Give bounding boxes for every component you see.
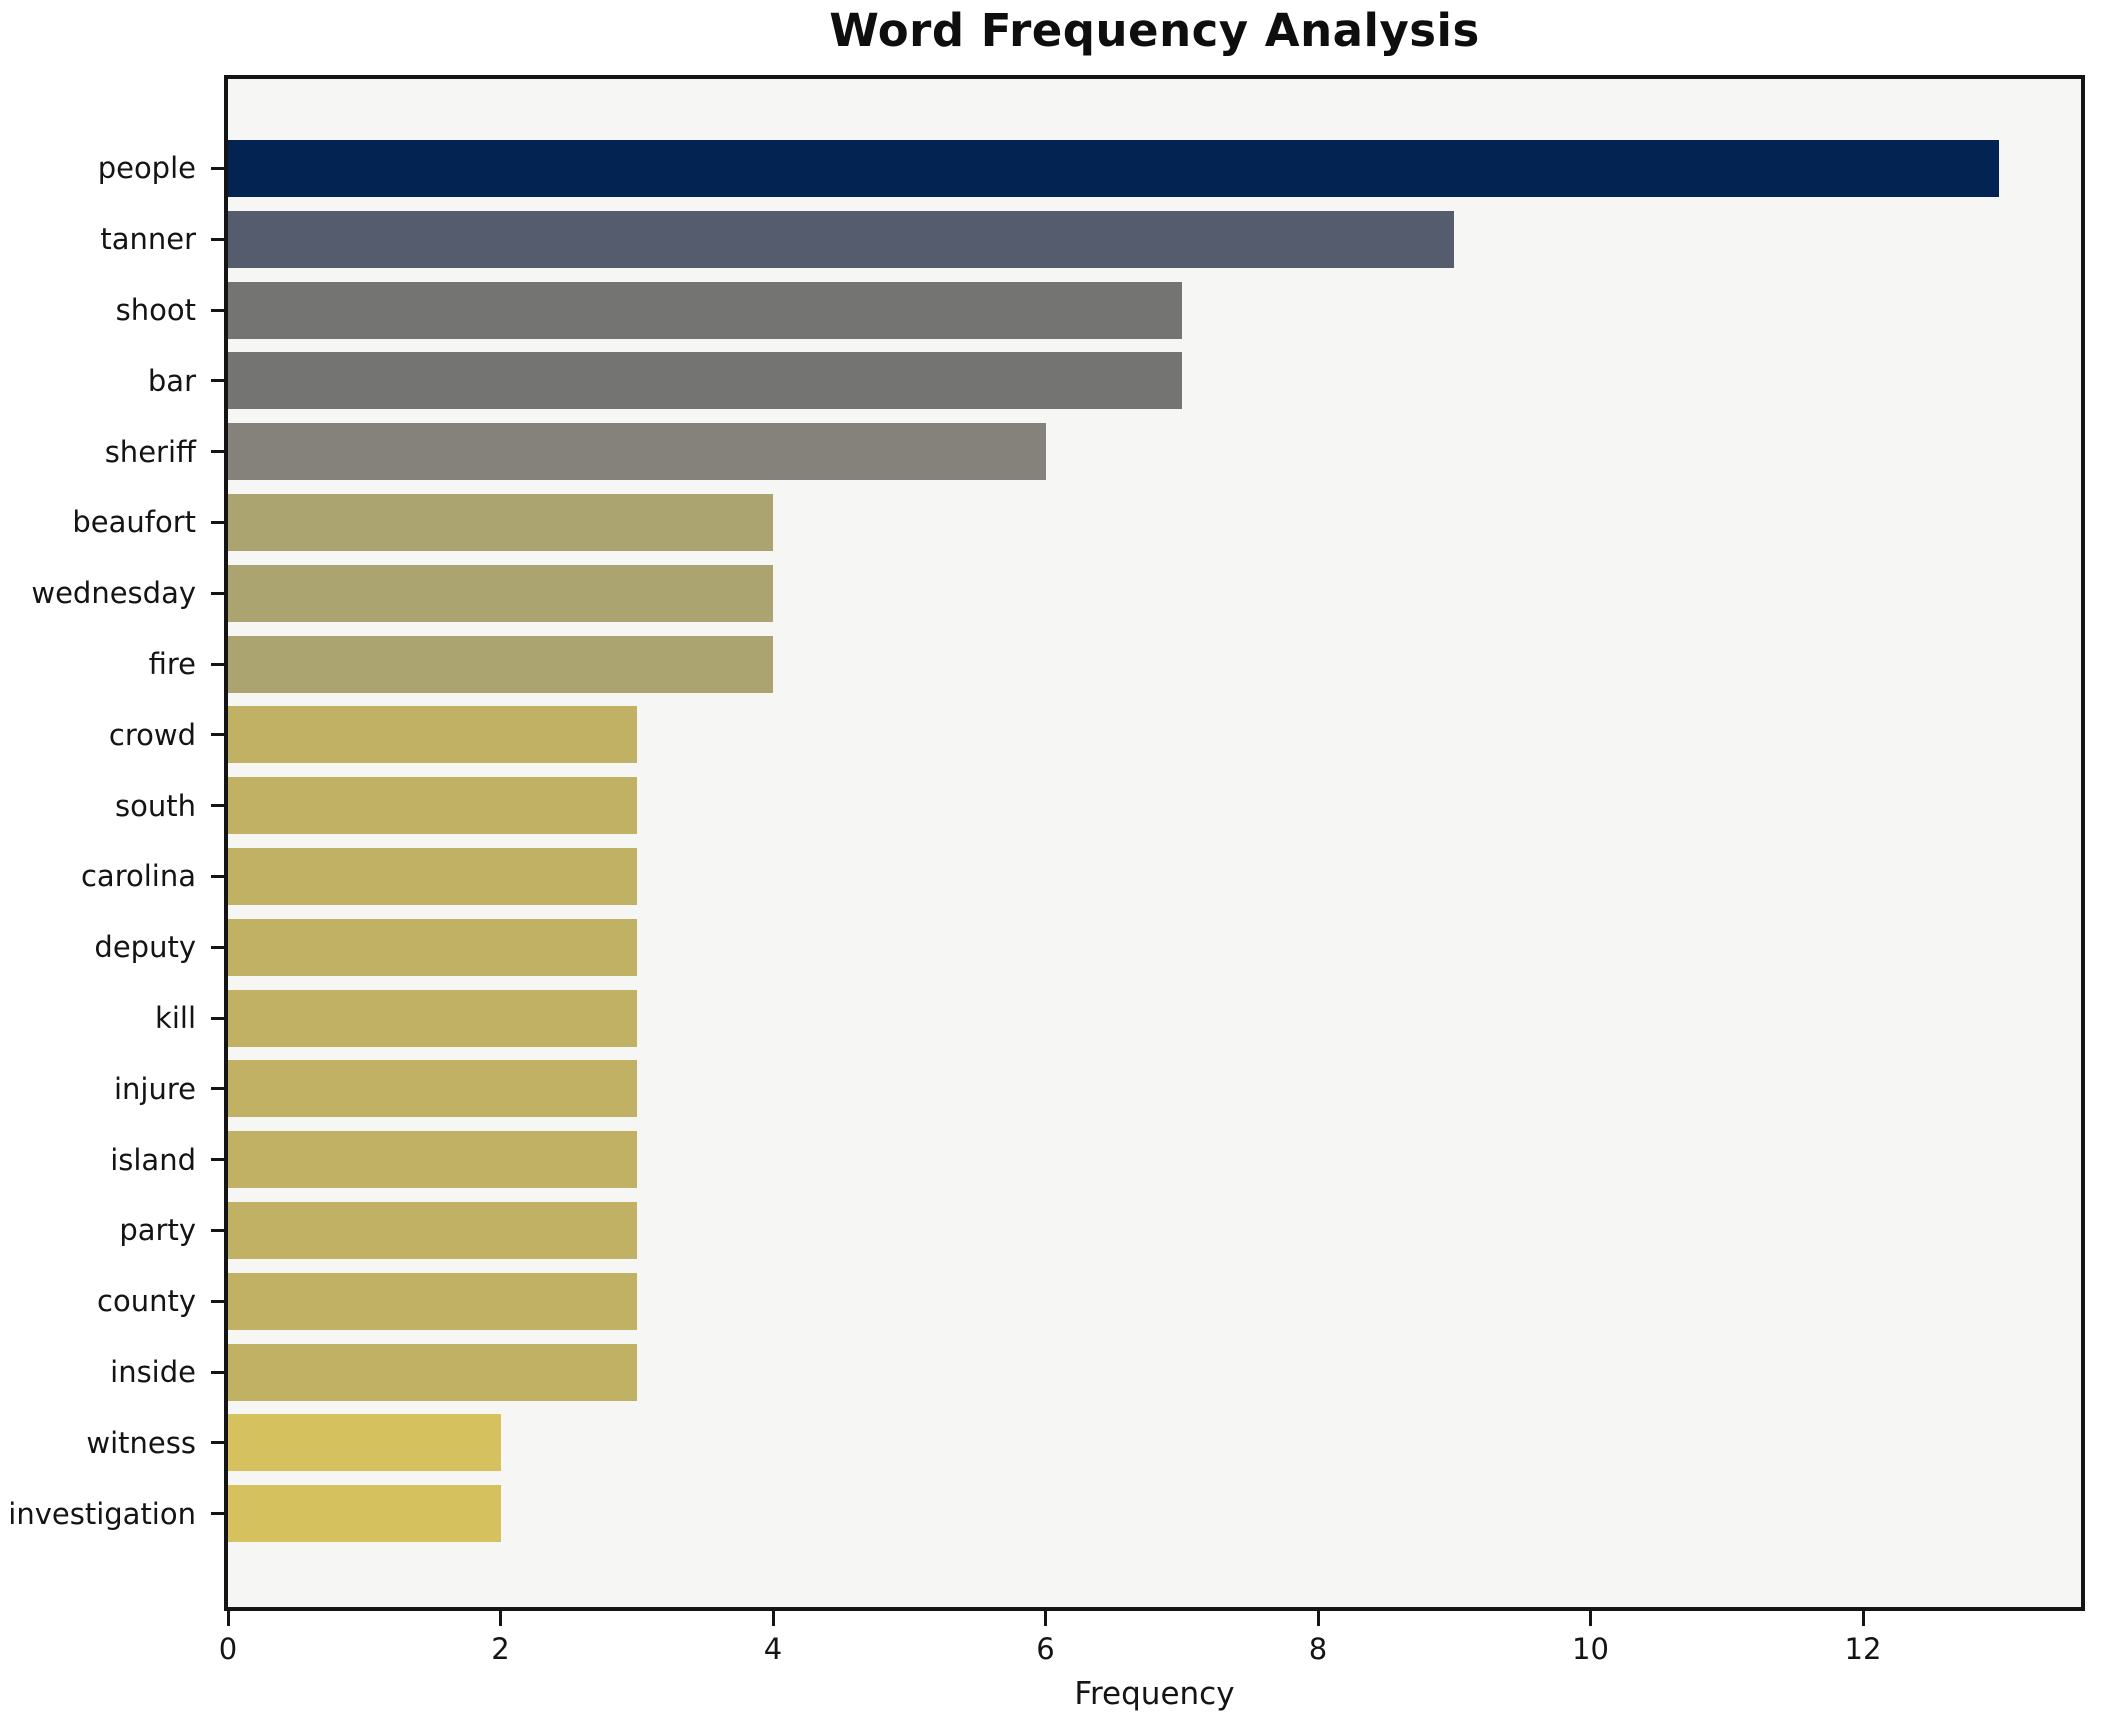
y-label-bar: bar (147, 363, 196, 398)
y-tick-mark-investigation (211, 1512, 224, 1516)
y-label-witness: witness (86, 1425, 196, 1460)
y-label-people: people (97, 151, 196, 186)
y-label-party: party (119, 1213, 196, 1248)
y-label-wednesday: wednesday (31, 576, 196, 611)
y-tick-mark-county (211, 1299, 224, 1303)
x-tick-label-4: 4 (763, 1632, 783, 1666)
y-tick-mark-injure (211, 1087, 224, 1091)
x-tick-mark-2 (499, 1611, 502, 1626)
bar-south (228, 777, 637, 835)
y-tick-mark-party (211, 1228, 224, 1232)
bar-beaufort (228, 493, 773, 551)
y-tick-mark-south (211, 804, 224, 808)
bar-kill (228, 989, 637, 1047)
y-label-fire: fire (148, 647, 196, 681)
y-tick-mark-bar (211, 379, 224, 383)
bar-inside (228, 1343, 637, 1401)
bar-tanner (228, 210, 1455, 268)
y-tick-mark-inside (211, 1370, 224, 1374)
y-label-crowd: crowd (108, 717, 196, 752)
bar-injure (228, 1060, 637, 1118)
y-label-county: county (97, 1284, 196, 1319)
y-tick-mark-wednesday (211, 591, 224, 595)
y-tick-mark-fire (211, 662, 224, 666)
y-tick-mark-shoot (211, 308, 224, 312)
bar-people (228, 139, 2000, 197)
y-tick-mark-witness (211, 1441, 224, 1445)
bar-party (228, 1201, 637, 1259)
x-tick-mark-8 (1316, 1611, 1320, 1626)
y-label-carolina: carolina (80, 859, 196, 894)
y-tick-mark-deputy (211, 945, 224, 949)
y-label-tanner: tanner (100, 222, 196, 257)
y-tick-mark-sheriff (211, 450, 224, 454)
bar-investigation (228, 1485, 501, 1543)
y-label-investigation: investigation (8, 1496, 196, 1531)
bar-fire (228, 635, 773, 693)
x-tick-label-12: 12 (1844, 1632, 1882, 1666)
chart-title: Word Frequency Analysis (829, 4, 1480, 57)
y-label-sheriff: sheriff (104, 434, 196, 469)
y-label-kill: kill (155, 1001, 196, 1035)
y-tick-mark-island (211, 1158, 224, 1162)
bar-bar (228, 352, 1182, 410)
y-tick-mark-carolina (211, 874, 224, 878)
x-tick-mark-10 (1589, 1611, 1592, 1626)
bar-witness (228, 1414, 501, 1472)
y-tick-mark-tanner (211, 237, 224, 241)
y-label-island: island (110, 1142, 196, 1177)
y-tick-mark-crowd (211, 733, 224, 737)
y-tick-mark-beaufort (211, 520, 224, 524)
y-tick-mark-people (211, 166, 224, 170)
y-label-inside: inside (110, 1355, 196, 1389)
plot-area (224, 75, 2085, 1611)
y-label-south: south (115, 788, 196, 823)
x-tick-mark-4 (771, 1611, 775, 1626)
y-label-beaufort: beaufort (72, 505, 196, 540)
x-tick-label-0: 0 (218, 1632, 238, 1666)
bar-deputy (228, 918, 637, 976)
x-tick-label-6: 6 (1036, 1632, 1055, 1666)
x-tick-label-2: 2 (491, 1632, 510, 1666)
bar-crowd (228, 706, 637, 764)
y-tick-mark-kill (211, 1016, 224, 1020)
x-axis-title: Frequency (1074, 1676, 1235, 1712)
x-tick-mark-12 (1861, 1611, 1865, 1626)
x-tick-mark-0 (226, 1611, 230, 1626)
x-tick-label-10: 10 (1572, 1632, 1609, 1666)
bar-county (228, 1272, 637, 1330)
y-label-deputy: deputy (94, 930, 196, 965)
x-tick-mark-6 (1044, 1611, 1047, 1626)
x-tick-label-8: 8 (1308, 1632, 1328, 1666)
bar-wednesday (228, 564, 773, 622)
y-label-shoot: shoot (115, 293, 196, 327)
bar-sheriff (228, 423, 1046, 481)
bar-carolina (228, 847, 637, 905)
y-label-injure: injure (113, 1071, 196, 1106)
bar-island (228, 1131, 637, 1189)
bar-shoot (228, 281, 1182, 339)
